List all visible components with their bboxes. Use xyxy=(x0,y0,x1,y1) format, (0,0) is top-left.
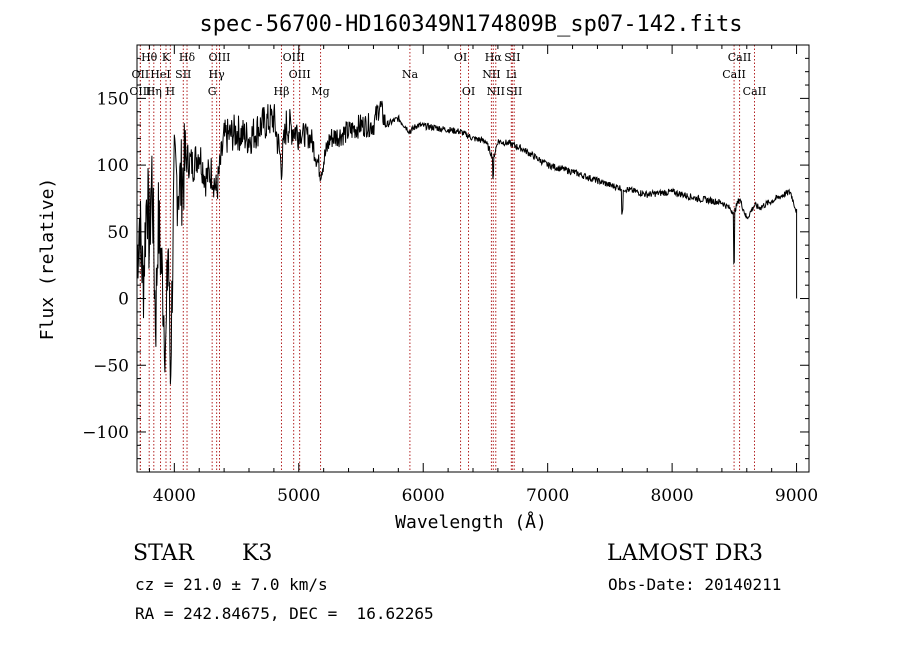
y-tick-label: 50 xyxy=(107,223,129,243)
x-tick-label: 4000 xyxy=(153,486,196,506)
obs-date: Obs-Date: 20140211 xyxy=(608,575,781,594)
x-tick-label: 7000 xyxy=(526,486,569,506)
spectral-line-label: SII xyxy=(175,68,191,81)
spectral-line-label: Mg xyxy=(311,85,329,98)
spectral-line-label: CaII xyxy=(728,51,752,64)
axis-tick-labels: 4000 5000 6000 7000 8000 9000 −100 −50 0 50 100 150 xyxy=(82,89,818,506)
spectral-line-label: Hγ xyxy=(209,68,226,81)
spectral-line-label: H xyxy=(166,85,176,98)
y-tick-label: 100 xyxy=(97,156,129,176)
spectral-line-label: Hθ xyxy=(141,51,158,64)
spectral-line-label: G xyxy=(208,85,217,98)
redshift-readout: cz = 21.0 ± 7.0 km/s xyxy=(135,575,328,594)
spectral-line-label: HeI xyxy=(150,68,170,81)
spectral-line-label: Hη xyxy=(146,85,162,98)
spectral-line-markers xyxy=(139,45,755,472)
spectral-line-label: K xyxy=(162,51,171,64)
spectral-line-label: CaII xyxy=(722,68,746,81)
spectral-line-label: NII xyxy=(487,85,505,98)
spectral-line-label: OIII xyxy=(208,51,230,64)
spectral-line-label: Hβ xyxy=(274,85,290,98)
spectral-line-label: OI xyxy=(462,85,475,98)
spectral-line-label: OII xyxy=(132,68,150,81)
x-axis-label: Wavelength (Å) xyxy=(395,511,547,533)
coordinates-readout: RA = 242.84675, DEC = 16.62265 xyxy=(135,604,434,623)
survey-name: LAMOST DR3 xyxy=(607,541,763,566)
object-subclass: K3 xyxy=(242,541,272,566)
spectral-line-label: Li xyxy=(506,68,517,81)
y-tick-label: 0 xyxy=(118,290,129,310)
spectral-line-label: NII xyxy=(482,68,500,81)
x-tick-label: 5000 xyxy=(277,486,320,506)
spectral-line-label: OIII xyxy=(129,85,151,98)
object-class: STAR xyxy=(133,541,195,566)
x-tick-label: 9000 xyxy=(775,486,818,506)
y-tick-label: 150 xyxy=(97,89,129,109)
spectral-line-label: SII xyxy=(506,85,522,98)
y-tick-label: −50 xyxy=(93,356,129,376)
spectral-line-label: OIII xyxy=(289,68,311,81)
plot-frame xyxy=(136,44,810,473)
spectral-line-label: Hδ xyxy=(179,51,196,64)
chart-title: spec-56700-HD160349N174809B_sp07-142.fit… xyxy=(199,12,742,37)
spectral-line-label: Na xyxy=(402,68,419,81)
spectral-line-label: CaII xyxy=(743,85,767,98)
axis-ticks xyxy=(137,45,809,472)
spectral-line-label: OIII xyxy=(283,51,305,64)
spectrum-series xyxy=(136,100,798,385)
x-tick-label: 6000 xyxy=(402,486,445,506)
x-tick-label: 8000 xyxy=(650,486,693,506)
y-axis-label: Flux (relative) xyxy=(37,178,58,341)
y-tick-label: −100 xyxy=(82,423,129,443)
spectral-line-label: SII xyxy=(504,51,520,64)
spectral-line-label: OI xyxy=(454,51,467,64)
spectral-line-label: Hα xyxy=(485,51,503,64)
